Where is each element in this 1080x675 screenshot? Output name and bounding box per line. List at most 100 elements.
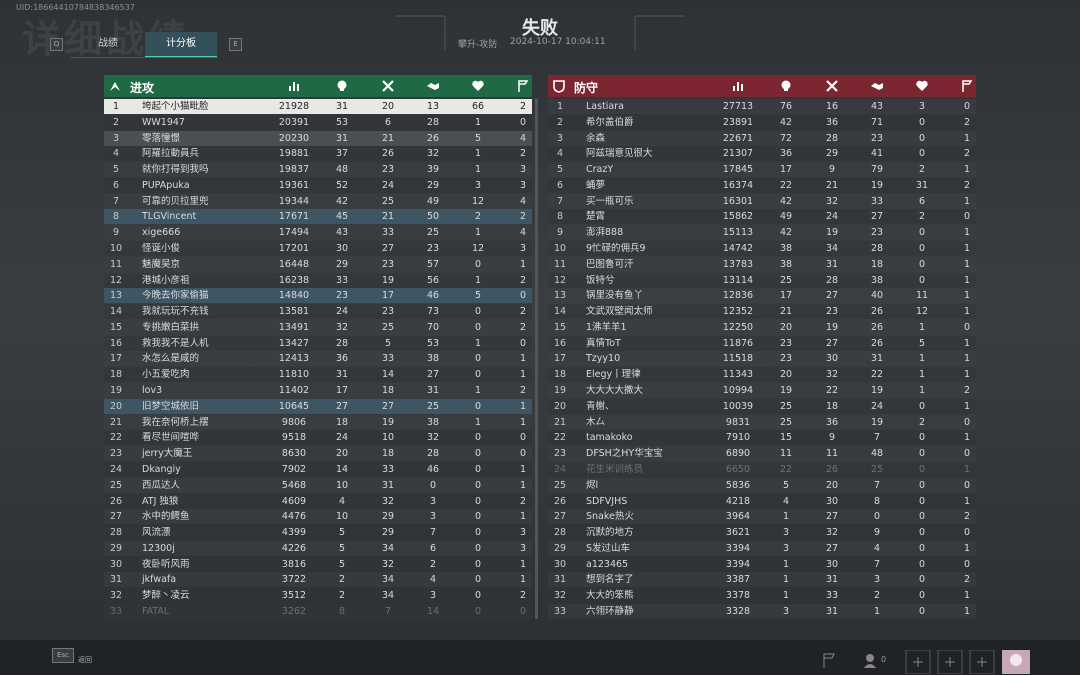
stat: 1: [963, 495, 971, 507]
player-row[interactable]: 14 文武双壁闻太师 12352 21 23 26 12 1: [548, 304, 976, 320]
player-row[interactable]: 26 SDFVJHS 4218 4 30 8 0 1: [548, 493, 976, 509]
player-row[interactable]: 23 jerry大魔王 8630 20 18 28 0 0: [104, 446, 532, 462]
stat: 0: [474, 527, 482, 539]
player-name: DFSH之HY华宝宝: [586, 448, 663, 460]
player-name: 烬l: [586, 479, 599, 491]
player-row[interactable]: 4 阿兹瑞意见很大 21307 36 29 41 0 2: [548, 146, 976, 162]
player-row[interactable]: 26 ATJ 独狼 4609 4 32 3 0 2: [104, 493, 532, 509]
player-row[interactable]: 10 9忙碌的佣兵9 14742 38 34 28 0 1: [548, 241, 976, 257]
player-row[interactable]: 31 jkfwafa 3722 2 34 4 0 1: [104, 572, 532, 588]
player-row[interactable]: 16 救我我不是人机 13427 28 5 53 1 0: [104, 335, 532, 351]
player-row[interactable]: 5 就你打得到我吗 19837 48 23 39 1 3: [104, 162, 532, 178]
stat: 7: [873, 558, 881, 570]
player-row[interactable]: 28 沉默的地方 3621 3 32 9 0 0: [548, 525, 976, 541]
player-row[interactable]: 11 魅魔吴京 16448 29 23 57 0 1: [104, 256, 532, 272]
player-row[interactable]: 14 我就玩玩不充钱 13581 24 23 73 0 2: [104, 304, 532, 320]
player-row[interactable]: 25 烬l 5836 5 20 7 0 0: [548, 477, 976, 493]
stat: 42: [779, 116, 793, 128]
stat: 26: [825, 463, 839, 475]
player-row[interactable]: 12 港城小彦祖 16238 33 19 56 1 2: [104, 272, 532, 288]
player-row[interactable]: 32 大大的笨熊 3378 1 33 2 0 1: [548, 588, 976, 604]
player-row[interactable]: 22 看尽世间喧哗 9518 24 10 32 0 0: [104, 430, 532, 446]
stat: 34: [825, 243, 839, 255]
stat: 11810: [278, 369, 310, 381]
player-row[interactable]: 13 锅里没有鱼丫 12836 17 27 40 11 1: [548, 288, 976, 304]
player-row[interactable]: 27 水中的鳄鱼 4476 10 29 3 0 1: [104, 509, 532, 525]
player-row[interactable]: 15 1沸羊羊1 12250 20 19 26 1 0: [548, 319, 976, 335]
player-row[interactable]: 3 零落憧憬 20230 31 21 26 5 4: [104, 130, 532, 146]
stat: 1: [519, 574, 527, 586]
player-row[interactable]: 2 WW1947 20391 53 6 28 1 0: [104, 114, 532, 130]
esc-key[interactable]: Esc: [52, 648, 74, 663]
player-row[interactable]: 10 怪诞小俊 17201 30 27 23 12 3: [104, 241, 532, 257]
player-row[interactable]: 11 巴图鲁可汗 13783 38 31 18 0 1: [548, 256, 976, 272]
player-row[interactable]: 16 真情ToT 11876 23 27 26 5 1: [548, 335, 976, 351]
stat: 3328: [725, 605, 751, 617]
player-row[interactable]: 6 蛹夢 16374 22 21 19 31 2: [548, 177, 976, 193]
team-icon: [553, 80, 565, 93]
player-row[interactable]: 31 想到名字了 3387 1 31 3 0 2: [548, 572, 976, 588]
player-row[interactable]: 2 希尔盖伯爵 23891 42 36 71 0 2: [548, 114, 976, 130]
player-row[interactable]: 1 垮起个小猫毗脸 21928 31 20 13 66 2: [104, 99, 532, 114]
rank: 33: [553, 605, 567, 617]
player-row[interactable]: 27 Snake热火 3964 1 27 0 0 2: [548, 509, 976, 525]
player-row[interactable]: 8 TLGVincent 17671 45 21 50 2 2: [104, 209, 532, 225]
player-row[interactable]: 22 tamakoko 7910 15 9 7 0 1: [548, 430, 976, 446]
player-row[interactable]: 17 水怎么是咸的 12413 36 33 38 0 1: [104, 351, 532, 367]
player-row[interactable]: 17 Tzyy10 11518 23 30 31 1 1: [548, 351, 976, 367]
player-row[interactable]: 4 阿羅拉動員兵 19881 37 26 32 1 2: [104, 146, 532, 162]
player-row[interactable]: 32 梦醉丶凌云 3512 2 34 3 0 2: [104, 588, 532, 604]
stat: 76: [779, 101, 793, 112]
player-row[interactable]: 9 澎湃888 15113 42 19 23 0 1: [548, 225, 976, 241]
player-row[interactable]: 3 余森 22671 72 28 23 0 1: [548, 130, 976, 146]
tab-scoreboard[interactable]: 计分板: [145, 32, 217, 58]
rank: 13: [109, 290, 123, 302]
player-row[interactable]: 9 xige666 17494 43 33 25 1 4: [104, 225, 532, 241]
player-row[interactable]: 1 Lastiara 27713 76 16 43 3 0: [548, 99, 976, 114]
stat: 0: [519, 432, 527, 444]
stat: 0: [963, 479, 971, 491]
stat: 16448: [278, 258, 310, 270]
player-row[interactable]: 24 Dkangiy 7902 14 33 46 0 1: [104, 461, 532, 477]
player-row[interactable]: 7 可靠的贝拉里兜 19344 42 25 49 12 4: [104, 193, 532, 209]
player-row[interactable]: 23 DFSH之HY华宝宝 6890 11 11 48 0 0: [548, 446, 976, 462]
player-row[interactable]: 19 lov3 11402 17 18 31 1 2: [104, 383, 532, 399]
rank: 2: [112, 116, 120, 128]
player-row[interactable]: 20 旧梦空城依旧 10645 27 27 25 0 1: [104, 398, 532, 414]
player-row[interactable]: 5 CrazY 17845 17 9 79 2 1: [548, 162, 976, 178]
player-row[interactable]: 30 夜卧听风雨 3816 5 32 2 0 1: [104, 556, 532, 572]
player-name: 可靠的贝拉里兜: [142, 195, 209, 207]
player-row[interactable]: 13 今晚去你家偷猫 14840 23 17 46 5 0: [104, 288, 532, 304]
rank: 18: [109, 369, 123, 381]
stat: 1: [918, 321, 926, 333]
player-row[interactable]: 24 花生米训练员 6650 22 26 25 0 1: [548, 461, 976, 477]
player-row[interactable]: 30 a123465 3394 1 30 7 0 0: [548, 556, 976, 572]
player-row[interactable]: 19 大大大大撒大 10994 19 22 19 1 2: [548, 383, 976, 399]
player-row[interactable]: 21 我在奈何桥上摆 9806 18 19 38 1 1: [104, 414, 532, 430]
back-label[interactable]: 返回: [78, 656, 92, 664]
player-row[interactable]: 21 木厶 9831 25 36 19 2 0: [548, 414, 976, 430]
player-row[interactable]: 28 风流漂 4399 5 29 7 0 3: [104, 525, 532, 541]
tab-record[interactable]: 战绩: [98, 38, 118, 49]
player-row[interactable]: 25 西瓜达人 5468 10 31 0 0 1: [104, 477, 532, 493]
player-row[interactable]: 12 饭特兮 13114 25 28 38 0 1: [548, 272, 976, 288]
player-row[interactable]: 29 12300j 4226 5 34 6 0 3: [104, 540, 532, 556]
stat: 79: [870, 164, 884, 176]
player-row[interactable]: 7 买一瓶可乐 16301 42 32 33 6 1: [548, 193, 976, 209]
player-row[interactable]: 6 PUPApuka 19361 52 24 29 3 3: [104, 177, 532, 193]
stat: 17201: [278, 243, 310, 255]
player-name: Lastiara: [586, 101, 624, 112]
stat: 31: [426, 385, 440, 397]
player-row[interactable]: 33 FATAL 3262 8 7 14 0 0: [104, 603, 532, 619]
player-row[interactable]: 15 专挑嫩白菜拱 13491 32 25 70 0 2: [104, 319, 532, 335]
player-row[interactable]: 29 S发过山车 3394 3 27 4 0 1: [548, 540, 976, 556]
player-row[interactable]: 33 六翎环静静 3328 3 31 1 0 1: [548, 603, 976, 619]
stat: 0: [918, 542, 926, 554]
player-row[interactable]: 18 小五爱吃肉 11810 31 14 27 0 1: [104, 367, 532, 383]
stat: 42: [335, 195, 349, 207]
stat: 20: [335, 448, 349, 460]
rank: 31: [553, 574, 567, 586]
player-row[interactable]: 18 Elegy丨理律 11343 20 32 22 1 1: [548, 367, 976, 383]
player-row[interactable]: 20 青榭、 10039 25 18 24 0 1: [548, 398, 976, 414]
player-row[interactable]: 8 楚霄 15862 49 24 27 2 0: [548, 209, 976, 225]
